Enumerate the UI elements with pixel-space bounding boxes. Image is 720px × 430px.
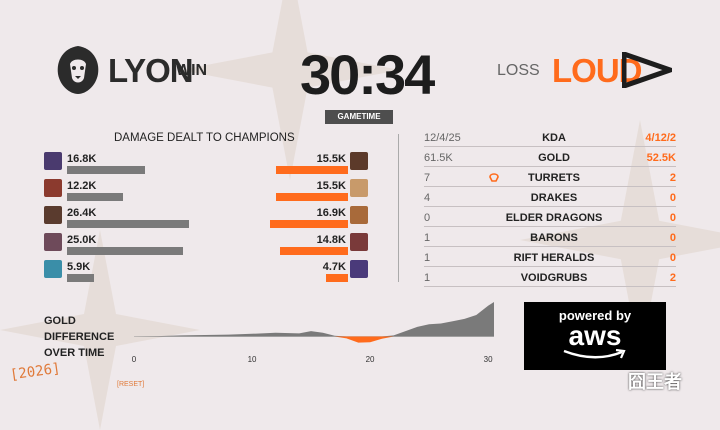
left-damage-value: 5.9K bbox=[67, 261, 91, 273]
stat-left-value: 61.5K bbox=[424, 152, 453, 164]
lyon-lion-logo-icon bbox=[57, 46, 99, 94]
left-champion-portrait bbox=[44, 179, 62, 197]
right-damage-bar bbox=[280, 247, 348, 255]
gold-graph-label-line: GOLD bbox=[44, 315, 76, 327]
gold-graph-label-line: DIFFERENCE bbox=[44, 331, 115, 343]
right-champion-portrait bbox=[350, 233, 368, 251]
stat-row: 61.5K GOLD 52.5K bbox=[424, 148, 676, 167]
stat-label: BARONS bbox=[530, 232, 578, 244]
right-champion-portrait bbox=[350, 206, 368, 224]
stat-left-value: 1 bbox=[424, 232, 431, 244]
loud-logo-icon bbox=[622, 52, 672, 88]
right-damage-value: 14.8K bbox=[316, 234, 346, 246]
stat-row: 1 BARONS 0 bbox=[424, 228, 676, 247]
gold-graph-loud-area bbox=[134, 336, 494, 343]
gold-graph-label: GOLD DIFFERENCE OVER TIME bbox=[44, 313, 114, 361]
stat-right-value: 2 bbox=[669, 272, 676, 284]
turret-icon bbox=[489, 173, 499, 182]
left-damage-bar bbox=[67, 274, 94, 282]
stat-label: RIFT HERALDS bbox=[513, 252, 595, 264]
left-damage-bar bbox=[67, 220, 189, 228]
stat-row: 1 RIFT HERALDS 0 bbox=[424, 248, 676, 267]
right-champion-portrait bbox=[350, 152, 368, 170]
stat-row: 4 DRAKES 0 bbox=[424, 188, 676, 207]
left-champion-portrait bbox=[44, 206, 62, 224]
gold-graph-x-tick: 30 bbox=[484, 355, 493, 364]
gold-difference-graph: 0 10 20 30 bbox=[132, 302, 494, 364]
left-champion-portrait bbox=[44, 233, 62, 251]
stat-left-value: 1 bbox=[424, 252, 431, 264]
right-team-result: LOSS bbox=[497, 62, 540, 79]
stat-right-value: 2 bbox=[669, 172, 676, 184]
right-damage-bar bbox=[276, 193, 348, 201]
gold-graph-x-tick: 10 bbox=[248, 355, 257, 364]
reset-watermark: [RESET] bbox=[117, 381, 145, 388]
left-damage-value: 12.2K bbox=[67, 180, 97, 192]
gold-graph-x-tick: 20 bbox=[366, 355, 375, 364]
left-damage-value: 26.4K bbox=[67, 207, 97, 219]
right-champion-portrait bbox=[350, 260, 368, 278]
stat-label: DRAKES bbox=[530, 192, 578, 204]
gametime-badge: GAMETIME bbox=[325, 110, 393, 124]
stat-label: KDA bbox=[542, 132, 566, 144]
stat-left-value: 12/4/25 bbox=[424, 132, 461, 144]
right-damage-value: 4.7K bbox=[322, 261, 346, 273]
left-champion-portrait bbox=[44, 260, 62, 278]
gold-graph-lyon-area bbox=[134, 302, 494, 337]
stat-right-value: 0 bbox=[669, 232, 676, 244]
stat-left-value: 1 bbox=[424, 272, 431, 284]
left-damage-value: 16.8K bbox=[67, 153, 97, 165]
right-damage-bar bbox=[326, 274, 348, 282]
gold-graph-label-line: OVER TIME bbox=[44, 347, 105, 359]
background-star-decoration bbox=[0, 230, 200, 430]
stat-right-value: 0 bbox=[669, 252, 676, 264]
stat-left-value: 0 bbox=[424, 212, 431, 224]
aws-smile-icon bbox=[563, 349, 626, 359]
left-damage-value: 25.0K bbox=[67, 234, 97, 246]
stat-left-value: 4 bbox=[424, 192, 431, 204]
stat-label: TURRETS bbox=[528, 172, 580, 184]
left-team-name: LYON bbox=[108, 52, 194, 89]
stat-right-value: 0 bbox=[669, 212, 676, 224]
stat-label: VOIDGRUBS bbox=[520, 272, 588, 284]
left-damage-bar bbox=[67, 193, 123, 201]
stat-row: 1 VOIDGRUBS 2 bbox=[424, 268, 676, 287]
left-damage-bar bbox=[67, 247, 183, 255]
left-champion-portrait bbox=[44, 152, 62, 170]
right-damage-value: 15.5K bbox=[316, 180, 346, 192]
damage-section-title: DAMAGE DEALT TO CHAMPIONS bbox=[114, 132, 295, 144]
right-champion-portrait bbox=[350, 179, 368, 197]
stat-right-value: 0 bbox=[669, 192, 676, 204]
background-star-decoration bbox=[520, 120, 720, 360]
aws-wordmark: aws bbox=[568, 320, 622, 351]
right-damage-value: 16.9K bbox=[316, 207, 346, 219]
stat-row: 0 ELDER DRAGONS 0 bbox=[424, 208, 676, 227]
game-timer: 30:34 bbox=[300, 43, 435, 106]
right-damage-value: 15.5K bbox=[316, 153, 346, 165]
aws-powered-by-text: powered by bbox=[558, 308, 632, 323]
section-divider bbox=[398, 134, 399, 282]
site-watermark: 囧王者 bbox=[628, 372, 682, 392]
left-damage-bar bbox=[67, 166, 145, 174]
left-team-result: WIN bbox=[176, 62, 208, 79]
stat-row: 12/4/25 KDA 4/12/2 bbox=[424, 128, 676, 147]
aws-sponsor-logo: powered by aws bbox=[524, 302, 666, 370]
stat-label: ELDER DRAGONS bbox=[505, 212, 603, 224]
right-damage-bar bbox=[276, 166, 348, 174]
stat-row: 7 TURRETS 2 bbox=[424, 168, 676, 187]
background-star-decoration bbox=[180, 0, 400, 180]
stat-label: GOLD bbox=[538, 152, 570, 164]
stat-left-value: 7 bbox=[424, 172, 431, 184]
stat-right-value: 4/12/2 bbox=[645, 132, 676, 144]
gold-graph-x-tick: 0 bbox=[132, 355, 137, 364]
stat-right-value: 52.5K bbox=[646, 152, 676, 164]
right-damage-bar bbox=[270, 220, 348, 228]
